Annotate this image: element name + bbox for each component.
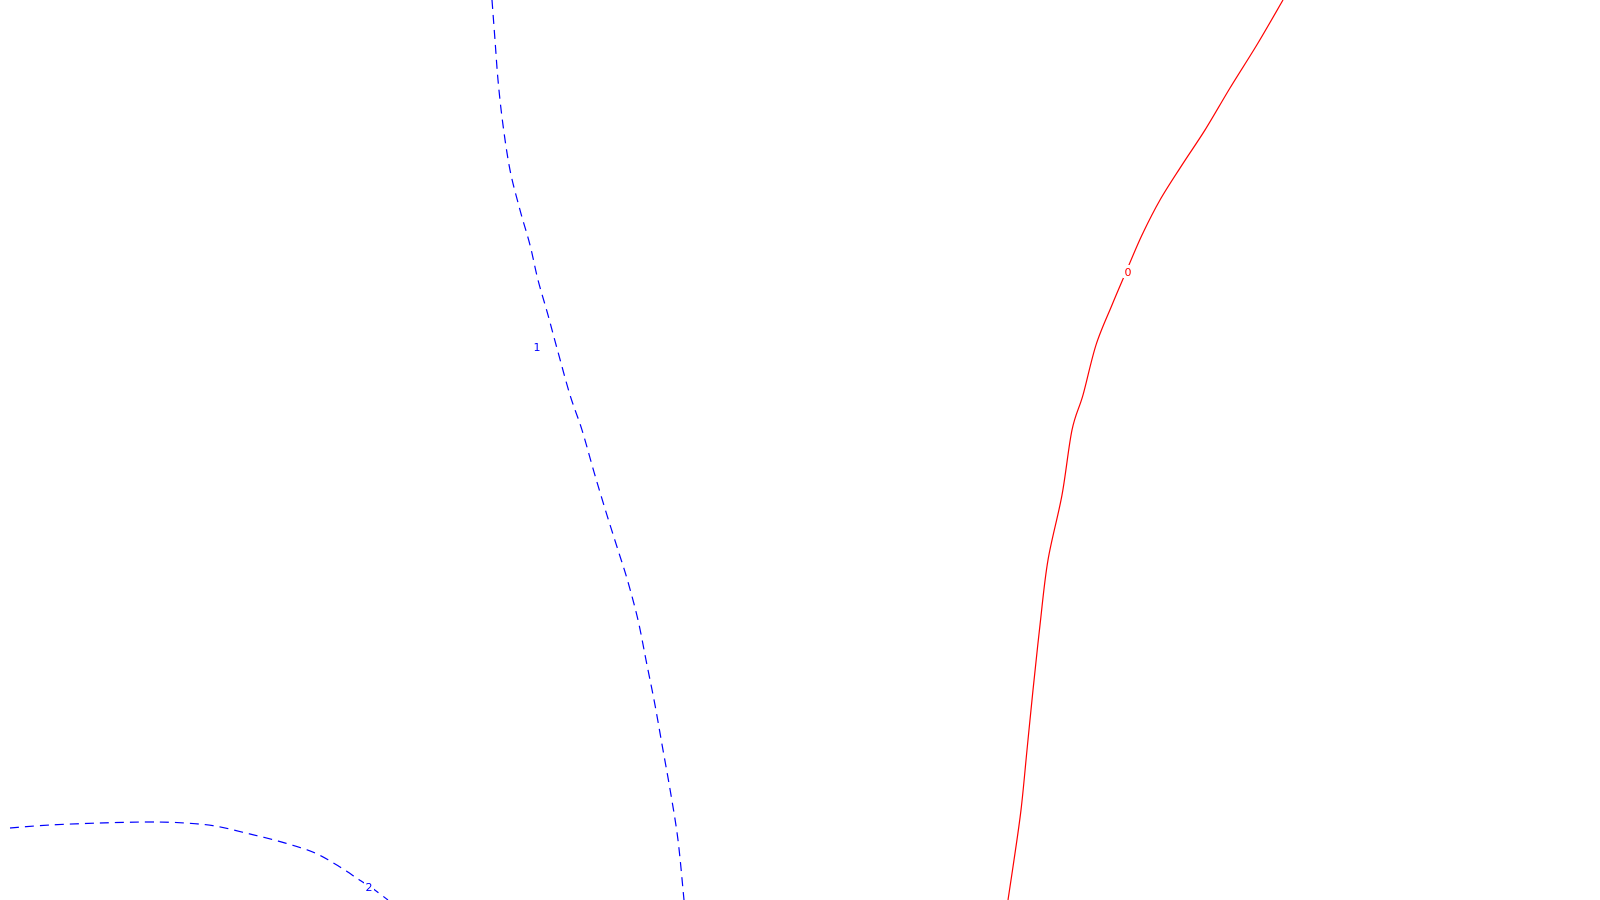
contour-label-0: 0 — [1125, 266, 1132, 279]
contour-lines — [9, 0, 1284, 900]
contour-line-level-2 — [9, 821, 389, 900]
contour-label-2: 2 — [366, 881, 373, 894]
contour-labels: 0 1 2 — [364, 265, 1133, 894]
contour-line-level-1 — [491, 0, 685, 900]
contour-label-background-1 — [532, 340, 542, 353]
contour-label-background-2 — [364, 880, 374, 893]
contour-line-level-0 — [1007, 0, 1284, 900]
contour-label-1: 1 — [534, 341, 541, 354]
contour-label-background-0 — [1123, 265, 1133, 278]
